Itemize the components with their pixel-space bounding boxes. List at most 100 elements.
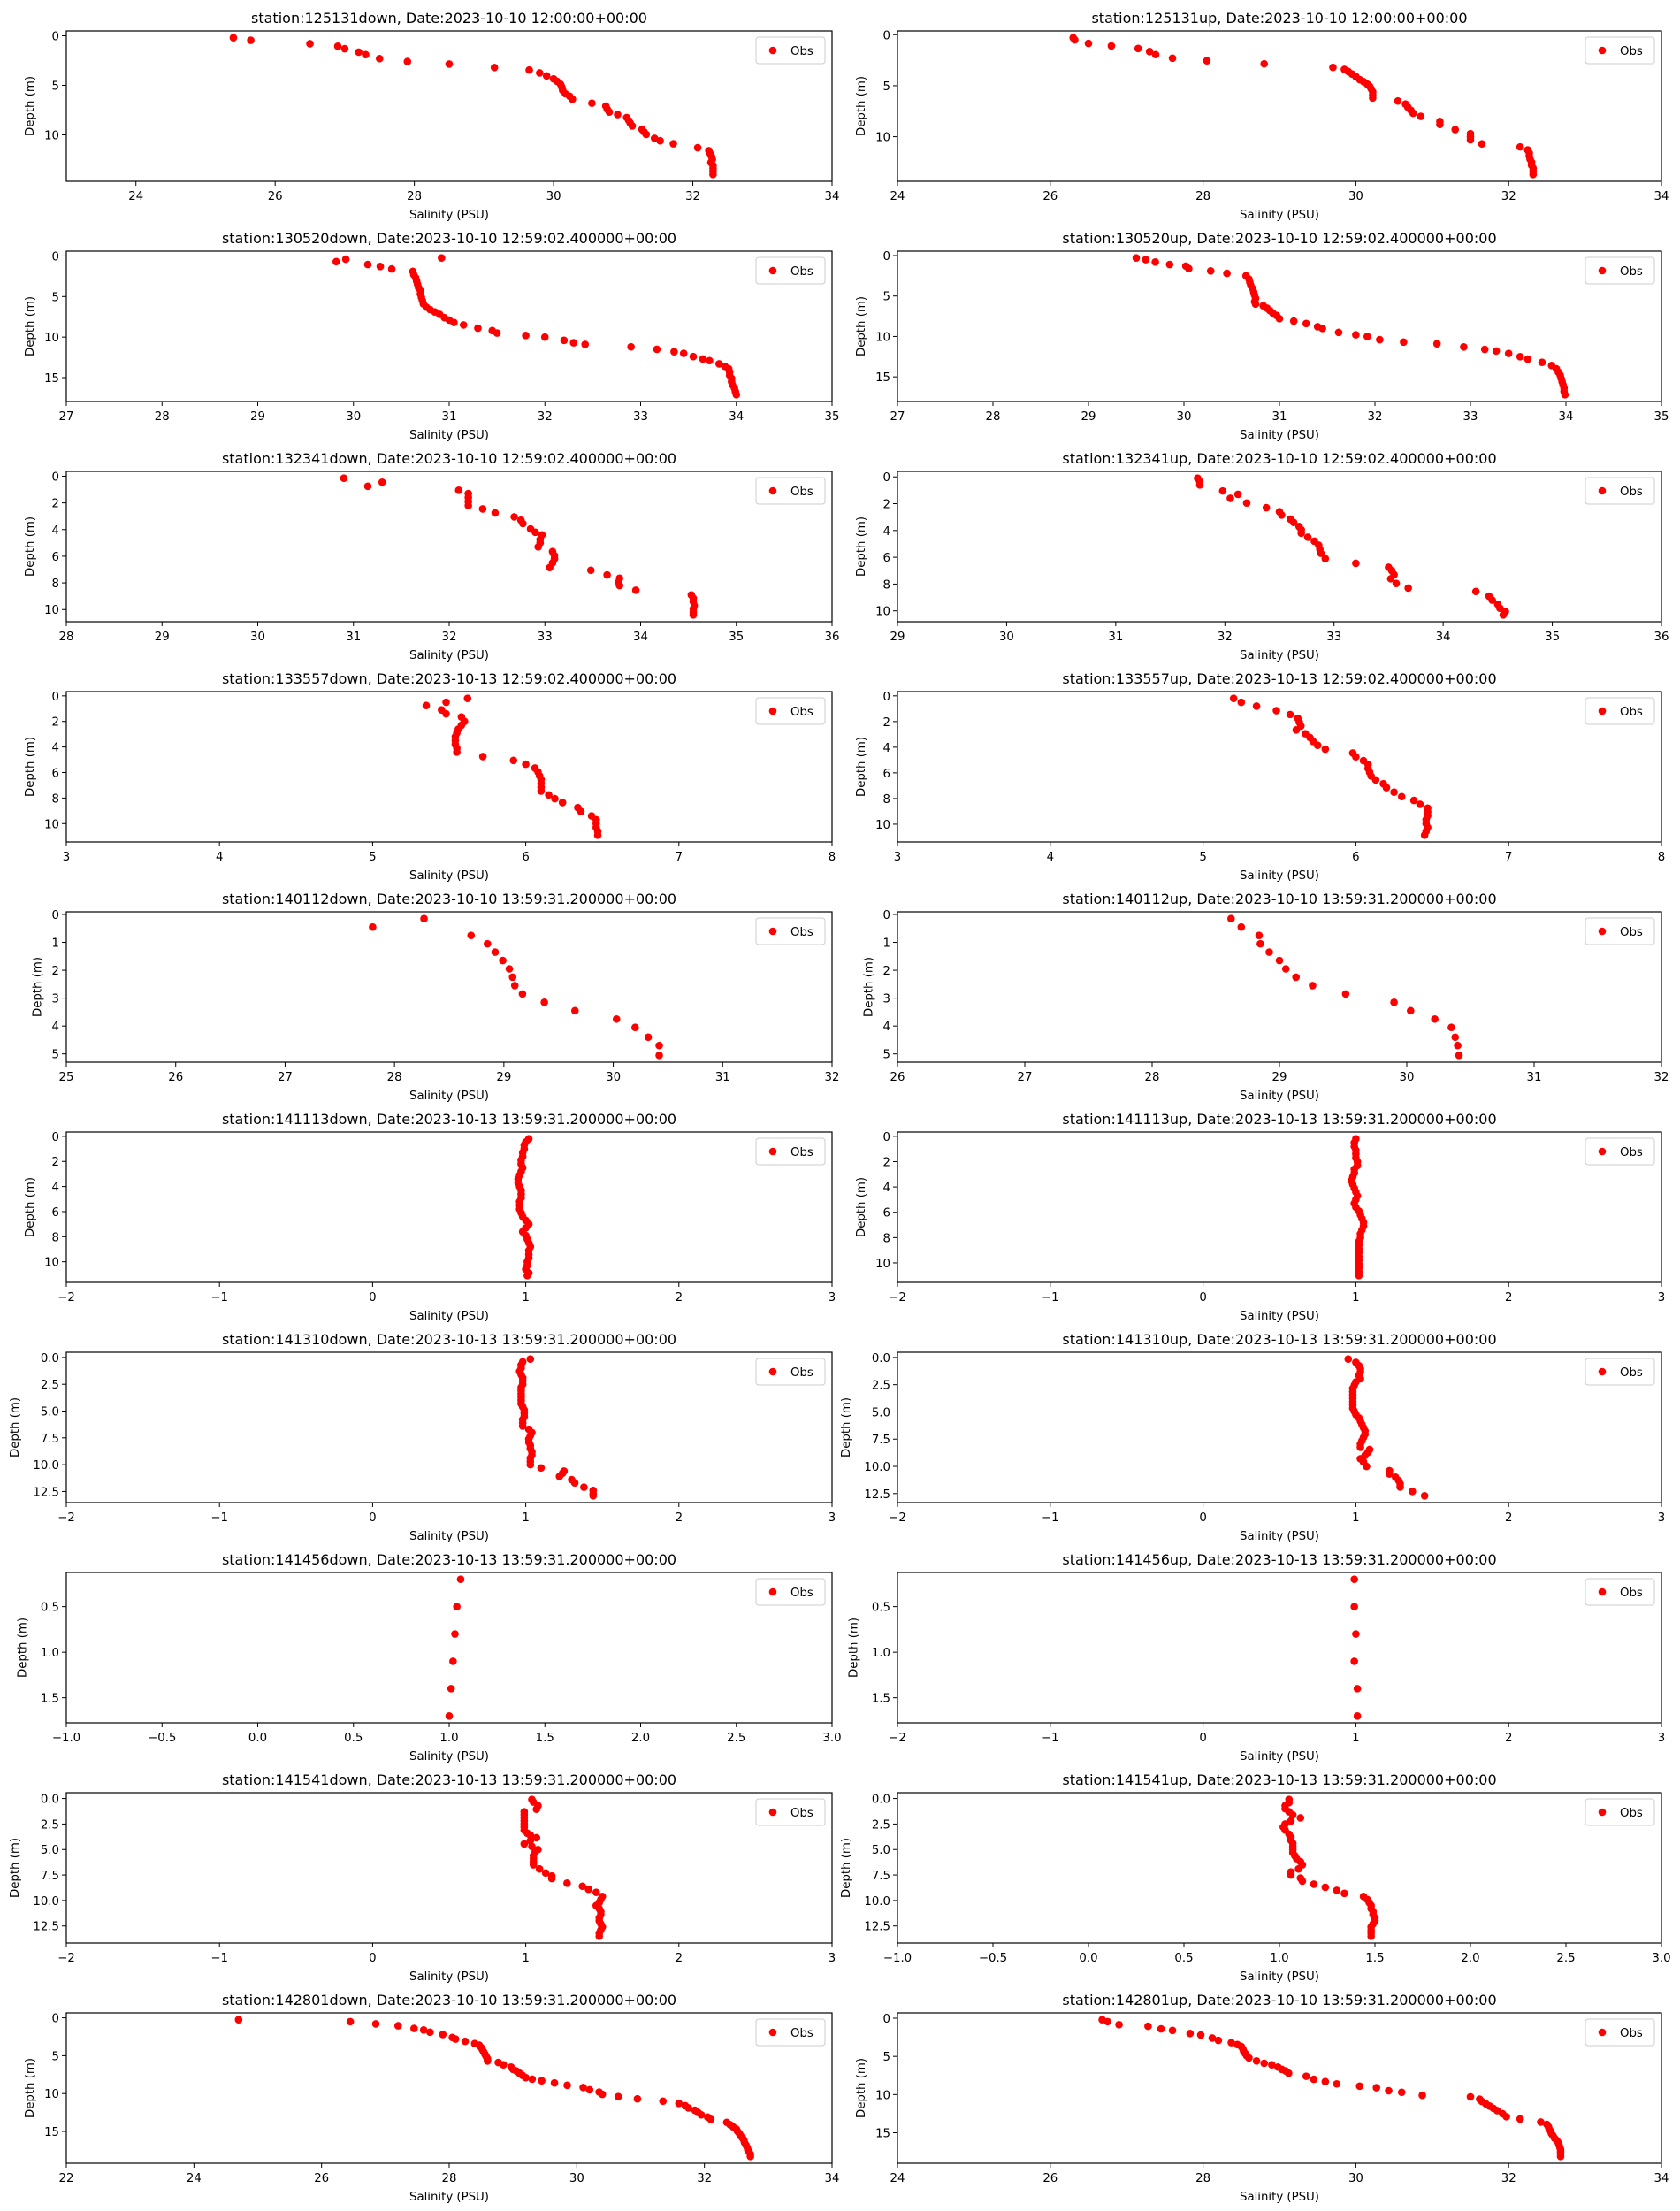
x-tick-label: 27 [890, 410, 905, 424]
x-tick-label: 33 [633, 410, 648, 424]
axes-frame [65, 1572, 833, 1724]
x-axis-label: Salinity (PSU) [1240, 2191, 1319, 2204]
x-tick-label: 24 [128, 190, 143, 203]
x-tick-label: 32 [685, 190, 700, 203]
obs-point [1436, 120, 1444, 129]
y-tick-label: 8 [52, 1231, 59, 1244]
obs-point [1286, 710, 1294, 719]
y-tick-label: 6 [883, 768, 890, 781]
y-tick-label: 15 [44, 2126, 59, 2139]
obs-point [1352, 1630, 1360, 1638]
obs-point [419, 2025, 428, 2034]
subplot-title: station:141113down, Date:2023-10-13 13:5… [222, 1111, 676, 1128]
obs-point [1329, 63, 1337, 72]
obs-point [1352, 753, 1360, 761]
y-tick-label: 10.0 [33, 1895, 59, 1909]
legend-marker-icon [768, 266, 777, 275]
x-tick-label: 2 [1505, 1732, 1512, 1745]
obs-series [1069, 34, 1538, 179]
y-tick-label: 0 [52, 909, 59, 922]
obs-point [459, 321, 468, 329]
obs-point [1376, 335, 1384, 344]
subplot-title: station:141541down, Date:2023-10-13 13:5… [222, 1771, 676, 1788]
obs-point [445, 60, 454, 68]
y-tick-label: 10 [875, 2089, 890, 2102]
obs-point [532, 1833, 541, 1842]
y-tick-label: 10.0 [864, 1895, 890, 1909]
legend-marker-icon [1598, 1808, 1607, 1817]
legend: Obs [1585, 36, 1655, 65]
x-tick-label: 1 [1352, 1732, 1359, 1745]
y-tick-label: 0.0 [872, 1352, 890, 1366]
x-tick-label: −0.5 [979, 1952, 1007, 1965]
obs-series [1229, 694, 1432, 839]
obs-point [1296, 1814, 1305, 1822]
legend-label: Obs [1620, 265, 1643, 279]
obs-point [1355, 2082, 1364, 2091]
x-axis-label: Salinity (PSU) [1240, 1750, 1319, 1763]
x-tick-label: −1.0 [52, 1732, 80, 1745]
obs-series [229, 34, 717, 179]
obs-point [1252, 2057, 1261, 2065]
y-axis-label: Depth (m) [9, 1397, 22, 1457]
obs-point [699, 355, 707, 363]
obs-point [1420, 1491, 1429, 1500]
y-tick-label: 10 [875, 132, 890, 145]
obs-point [447, 1685, 455, 1693]
subplot-11: station:141113down, Date:2023-10-13 13:5… [24, 1111, 836, 1323]
obs-point [1206, 267, 1215, 275]
y-tick-label: 8 [52, 792, 59, 806]
obs-point [1203, 57, 1211, 65]
obs-point [627, 342, 635, 351]
obs-point [540, 998, 548, 1006]
x-tick-label: 0.0 [248, 1732, 267, 1745]
obs-point [387, 264, 396, 273]
legend-label: Obs [790, 45, 813, 58]
obs-point [1460, 343, 1468, 351]
y-tick-label: 6 [883, 1207, 890, 1220]
x-tick-label: 30 [346, 410, 361, 424]
obs-point [1278, 511, 1286, 519]
x-tick-label: 0 [369, 1291, 376, 1304]
obs-point [558, 799, 567, 807]
legend-marker-icon [1598, 486, 1607, 495]
obs-point [1538, 358, 1546, 366]
legend-marker-icon [768, 707, 777, 715]
obs-point [376, 263, 385, 271]
obs-point [422, 701, 431, 709]
y-tick-label: 0 [52, 471, 59, 484]
y-tick-label: 0 [52, 1131, 59, 1144]
obs-point [653, 345, 661, 354]
x-tick-label: 33 [1463, 410, 1478, 424]
x-tick-label: 0.5 [1174, 1952, 1193, 1965]
x-tick-label: 30 [1348, 190, 1363, 203]
subplot-title: station:142801up, Date:2023-10-10 13:59:… [1062, 1992, 1496, 2008]
obs-point [1390, 998, 1398, 1006]
y-tick-label: 4 [52, 1182, 59, 1195]
y-tick-label: 2 [52, 965, 59, 978]
obs-point [631, 586, 640, 594]
obs-point [1321, 2077, 1330, 2085]
x-tick-label: 5 [369, 851, 376, 864]
obs-point [1447, 1023, 1455, 1032]
x-axis-label: Salinity (PSU) [1240, 1090, 1319, 1103]
x-tick-label: 8 [1658, 851, 1665, 864]
legend: Obs [1585, 697, 1655, 725]
y-tick-label: 6 [52, 551, 59, 564]
obs-point [1333, 2079, 1341, 2088]
obs-point [1372, 2084, 1381, 2092]
x-axis-label: Salinity (PSU) [409, 869, 489, 883]
y-tick-label: 0 [883, 909, 890, 922]
y-tick-label: 0 [883, 29, 890, 42]
obs-point [1318, 324, 1326, 333]
legend-box [755, 1578, 826, 1606]
obs-point [1417, 112, 1425, 120]
x-tick-label: 32 [1368, 410, 1383, 424]
x-tick-label: 30 [250, 631, 265, 644]
y-tick-label: 4 [883, 525, 890, 539]
x-tick-label: 2.0 [631, 1732, 650, 1745]
subplot-16: station:141456up, Date:2023-10-13 13:59:… [848, 1551, 1666, 1763]
y-tick-label: 3 [883, 993, 890, 1006]
obs-point [403, 57, 412, 65]
